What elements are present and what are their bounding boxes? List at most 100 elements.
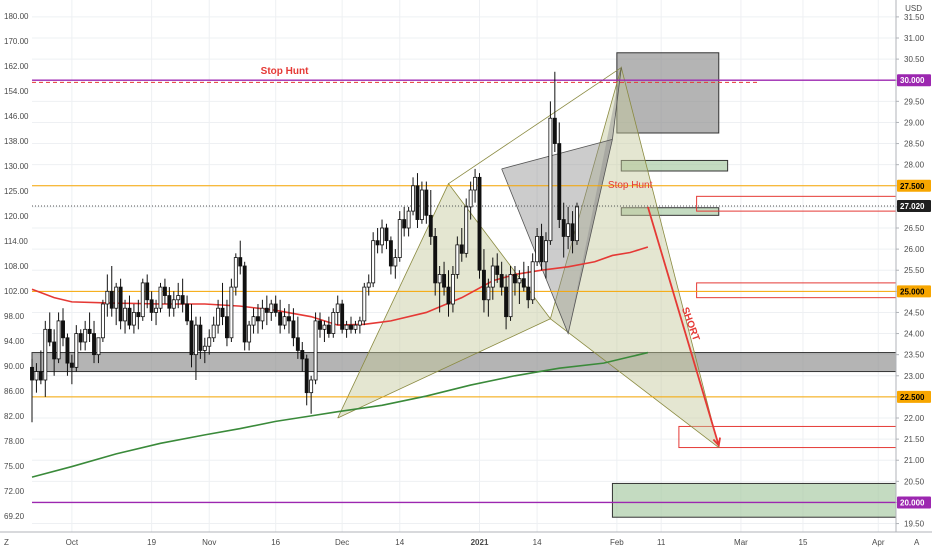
left-tick-label: 102.00 <box>4 287 29 296</box>
left-tick-label: 94.00 <box>4 337 25 346</box>
candle-body <box>530 261 535 301</box>
candle-body <box>43 328 48 381</box>
candle-body <box>544 240 548 263</box>
candle-body <box>499 274 504 288</box>
candle-body <box>433 236 438 284</box>
price-badge <box>897 390 931 403</box>
candle-body <box>180 295 185 305</box>
candle-body <box>309 379 314 394</box>
candle-body <box>517 278 522 284</box>
pattern-triangle <box>337 183 551 418</box>
candle-body <box>287 316 291 322</box>
candle-body <box>428 214 433 237</box>
left-tick-label: 180.00 <box>4 12 29 21</box>
time-tick-label: 2021 <box>471 538 489 547</box>
right-tick-label: 23.00 <box>904 372 925 381</box>
candle-body <box>118 286 123 322</box>
candle-body <box>455 244 460 275</box>
corner-left-label: Z <box>4 538 9 547</box>
right-tick-label: 24.50 <box>904 308 925 317</box>
price-badge <box>897 179 931 192</box>
candle-body <box>437 274 442 284</box>
time-tick-label: 11 <box>657 538 666 547</box>
candle-body <box>233 257 238 288</box>
candle-body <box>490 265 495 288</box>
time-tick-label: Oct <box>66 538 79 547</box>
candle-body <box>47 328 52 343</box>
harmonic-patterns <box>337 66 720 448</box>
candle-body <box>508 274 513 318</box>
right-tick-label: 29.50 <box>904 97 925 106</box>
candle-body <box>353 324 358 330</box>
candle-body <box>442 274 447 288</box>
candle-body <box>477 176 482 271</box>
candle-body <box>464 206 469 254</box>
corner-right-label: A <box>914 538 920 547</box>
price-badge <box>897 74 931 87</box>
price-badge-label: 22.500 <box>900 393 925 402</box>
candle-body <box>198 324 203 351</box>
time-tick-label: 14 <box>395 538 404 547</box>
price-badge-label: 27.020 <box>900 202 925 211</box>
candle-body <box>366 282 371 288</box>
left-tick-label: 146.00 <box>4 112 29 121</box>
candle-body <box>300 350 305 360</box>
candle-body <box>131 312 136 326</box>
candle-body <box>371 240 376 284</box>
horizontal-levels <box>32 79 896 504</box>
candle-body <box>158 286 163 309</box>
candle-body <box>100 303 105 339</box>
candle-body <box>504 286 509 318</box>
left-tick-label: 72.00 <box>4 487 25 496</box>
right-tick-label: 31.00 <box>904 34 925 43</box>
candle-body <box>65 337 70 364</box>
right-tick-label: 21.00 <box>904 456 925 465</box>
left-tick-label: 162.00 <box>4 62 29 71</box>
time-axis-panel <box>0 532 932 550</box>
arrow-shaft <box>647 206 720 446</box>
candle-body <box>207 337 212 347</box>
time-tick-label: Nov <box>202 538 216 547</box>
left-tick-label: 90.00 <box>4 362 25 371</box>
candle-body <box>539 236 544 263</box>
time-tick-label: 14 <box>533 538 542 547</box>
candle-body <box>331 312 336 334</box>
annotation-label: Stop Hunt <box>261 66 309 77</box>
candle-body <box>375 240 380 246</box>
candle-body <box>384 227 389 242</box>
candle-body <box>344 324 349 330</box>
candle-body <box>393 257 398 267</box>
candle-body <box>34 371 39 381</box>
candle-body <box>313 320 318 381</box>
candle-body <box>322 324 327 330</box>
right-tick-label: 24.00 <box>904 330 925 339</box>
right-tick-label: 29.00 <box>904 118 925 127</box>
candle-body <box>216 307 221 326</box>
right-tick-label: 30.50 <box>904 55 925 64</box>
candle-body <box>357 320 362 326</box>
candle-body <box>419 189 424 220</box>
candle-body <box>326 324 331 334</box>
zone-box <box>611 482 897 518</box>
candle-body <box>238 257 243 267</box>
left-tick-label: 114.00 <box>4 237 28 246</box>
candle-body <box>145 282 150 301</box>
right-tick-label: 31.50 <box>904 13 925 22</box>
price-badge <box>897 496 931 509</box>
candle-body <box>114 286 119 309</box>
candle-body <box>450 274 455 305</box>
candle-body <box>83 328 88 343</box>
time-tick-label: Feb <box>610 538 624 547</box>
candle-body <box>575 206 579 242</box>
candle-body <box>176 295 181 301</box>
candle-body <box>229 286 234 339</box>
candle-body <box>335 303 340 313</box>
candle-body <box>459 244 464 254</box>
candle-body <box>38 371 43 381</box>
candle-body <box>96 337 101 356</box>
candle-body <box>109 290 114 309</box>
candle-body <box>278 312 283 326</box>
zone-box <box>620 159 729 172</box>
candle-body <box>193 324 198 356</box>
candle-body <box>92 333 96 356</box>
